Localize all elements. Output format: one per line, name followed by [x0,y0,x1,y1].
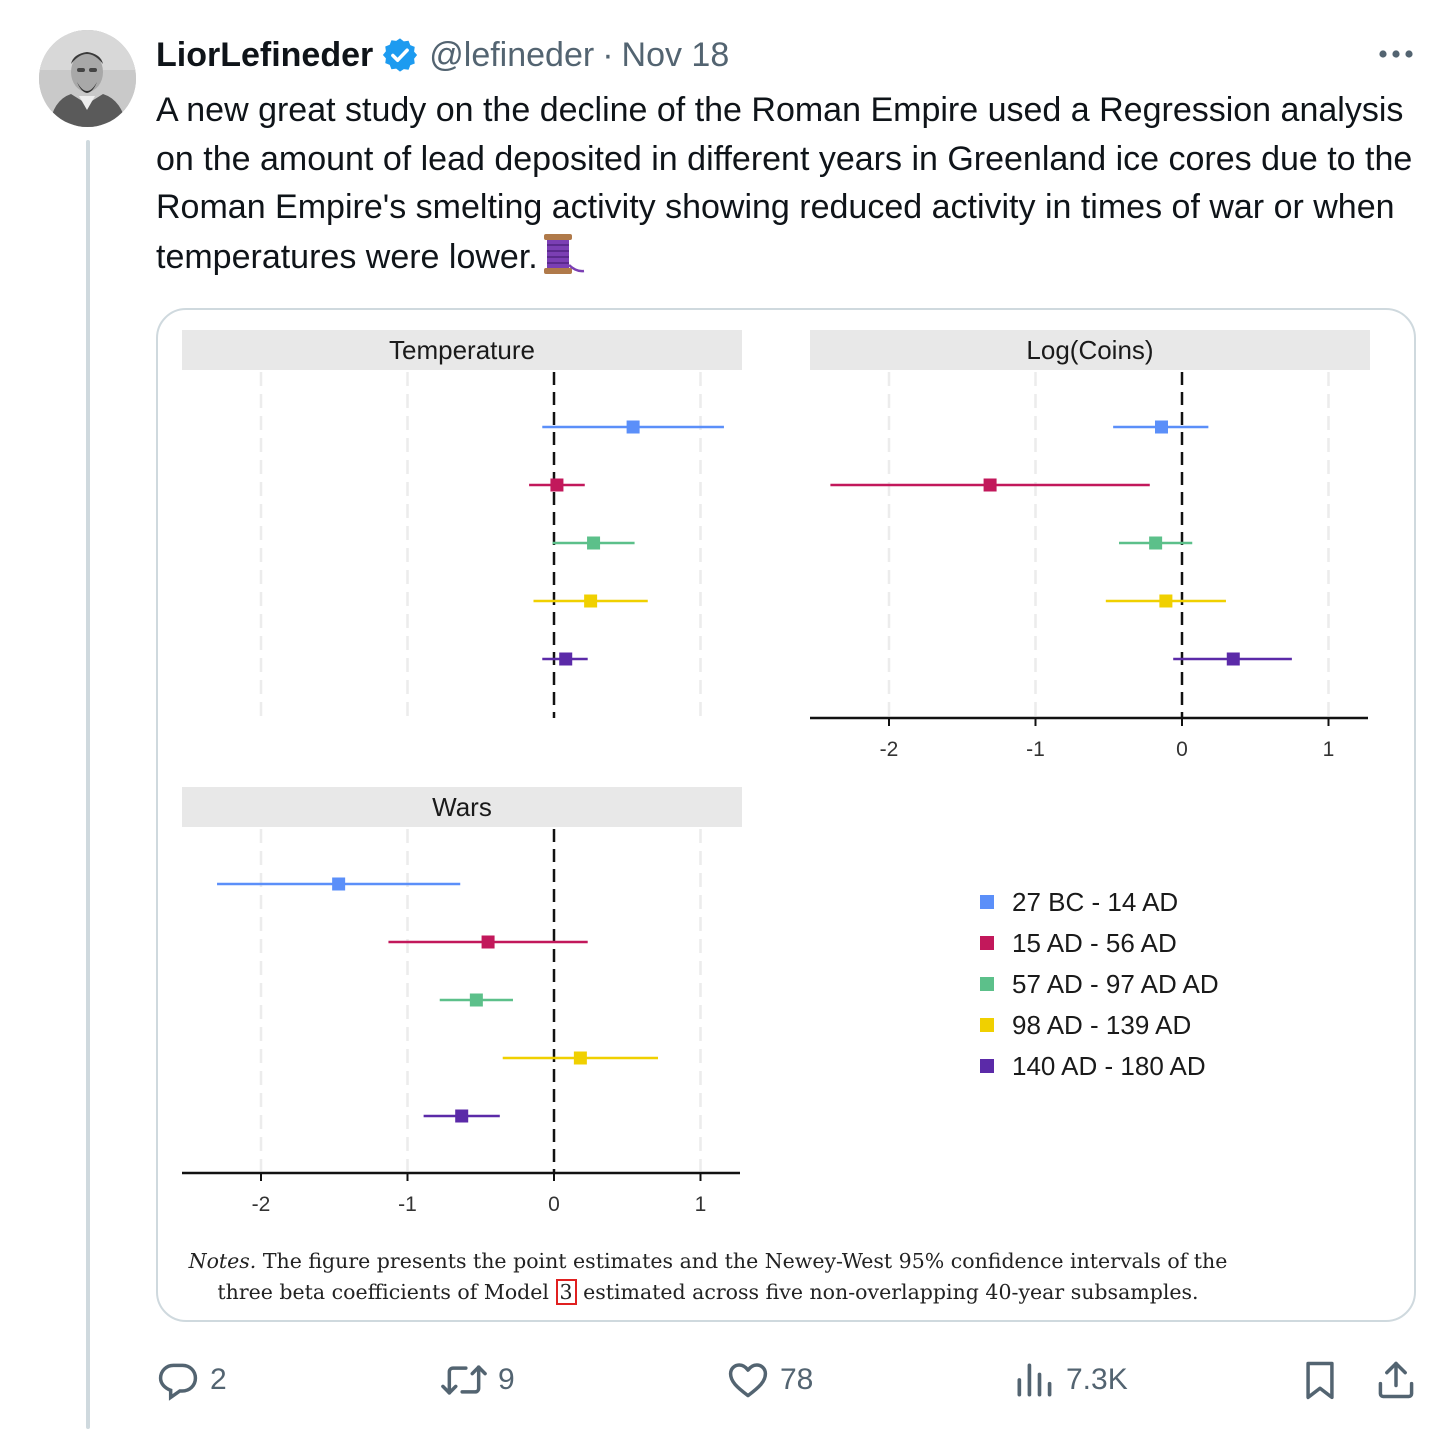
repost-button[interactable]: 9 [440,1352,515,1408]
legend-swatch [980,1018,994,1032]
figure-notes: Notes. The figure presents the point est… [0,1246,1416,1308]
like-count: 78 [780,1363,814,1396]
point-estimate [587,536,601,550]
figure-notes-text-1: The figure presents the point estimates … [256,1249,1228,1273]
bookmark-icon [1306,1361,1334,1400]
legend-label: 57 AD - 97 AD AD [1012,969,1219,999]
reply-count: 2 [210,1363,227,1396]
x-tick-label: -2 [252,1193,271,1216]
verified-badge-icon [381,36,419,74]
avatar[interactable] [39,30,136,127]
figure-notes-text-2b: estimated across five non-overlapping 40… [576,1280,1199,1304]
coef-panel-temperature: Temperature [182,330,742,718]
figure-notes-text-2a: three beta coefficients of Model [217,1280,556,1304]
share-button[interactable] [1374,1352,1428,1408]
point-estimate [455,1109,469,1123]
x-tick-label: -1 [1026,738,1045,761]
figure-notes-line-1: Notes. The figure presents the point est… [0,1246,1416,1277]
header-separator: · [602,35,614,74]
x-tick-label: -1 [398,1193,417,1216]
legend-swatch [980,936,994,950]
point-estimate [983,478,997,492]
x-tick-label: 0 [548,1193,560,1216]
repost-icon [441,1365,487,1395]
figure-notes-label: Notes. [188,1249,257,1273]
panel-title: Temperature [389,335,535,365]
author-handle[interactable]: @lefineder [429,35,595,74]
tweet-text: A new great study on the decline of the … [156,91,1413,276]
bookmark-button[interactable] [1298,1352,1352,1408]
author-name[interactable]: LiorLefineder [156,35,374,74]
views-button[interactable]: 7.3K [1012,1352,1128,1408]
x-tick-label: 1 [695,1193,707,1216]
point-estimate [573,1051,587,1065]
point-estimate [469,993,483,1007]
point-estimate [626,420,640,434]
point-estimate [1149,536,1163,550]
figure-svg: Temperature Log(Coins) -2 -1 0 1 Wars -2 -1 0 1 27 … [182,330,1370,1216]
x-tick-label: -2 [880,738,899,761]
x-tick-label: 0 [1176,738,1188,761]
avatar-portrait-icon [39,30,136,127]
legend-label: 15 AD - 56 AD [1012,928,1177,958]
figure-notes-line-2: three beta coefficients of Model 3 estim… [0,1277,1416,1308]
repost-count: 9 [498,1363,515,1396]
more-options-button[interactable] [1374,36,1418,72]
point-estimate [584,594,598,608]
legend-swatch [980,895,994,909]
panel-title-strip [182,787,742,827]
panel-title-strip [182,330,742,370]
legend-label: 98 AD - 139 AD [1012,1010,1191,1040]
reply-button[interactable]: 2 [156,1352,227,1408]
reply-icon [158,1363,198,1401]
like-button[interactable]: 78 [726,1352,813,1408]
point-estimate [1159,594,1173,608]
legend-label: 27 BC - 14 AD [1012,887,1178,917]
thread-line [86,140,90,1429]
figure-card[interactable]: Temperature Log(Coins) -2 -1 0 1 Wars -2 -1 0 1 27 … [156,308,1416,1322]
coef-panel-wars: Wars -2 -1 0 1 [182,787,742,1216]
legend-swatch [980,977,994,991]
more-dots-icon [1379,50,1413,58]
legend-swatch [980,1059,994,1073]
panel-title: Log(Coins) [1026,335,1153,365]
point-estimate [1226,652,1240,666]
model-reference[interactable]: 3 [555,1279,577,1305]
panel-title: Wars [432,792,492,822]
heart-icon [728,1363,768,1398]
views-bar-chart-icon [1017,1363,1052,1397]
panel-title-strip [810,330,1370,370]
tweet-date[interactable]: Nov 18 [621,35,730,74]
tweet-header: LiorLefineder @lefineder · Nov 18 [156,33,729,77]
x-tick-label: 1 [1323,738,1335,761]
point-estimate [481,935,495,949]
point-estimate [1154,420,1168,434]
legend: 27 BC - 14 AD 15 AD - 56 AD 57 AD - 97 AD … [980,887,1219,1081]
legend-label: 140 AD - 180 AD [1012,1051,1206,1081]
point-estimate [559,652,573,666]
tweet-text-container: A new great study on the decline of the … [156,86,1426,289]
thread-spool-icon [540,232,586,290]
coef-panel-log-coins: Log(Coins) -2 -1 0 1 [810,330,1370,761]
point-estimate [550,478,564,492]
share-upload-icon [1378,1361,1414,1399]
views-count: 7.3K [1066,1363,1128,1396]
point-estimate [332,877,346,891]
